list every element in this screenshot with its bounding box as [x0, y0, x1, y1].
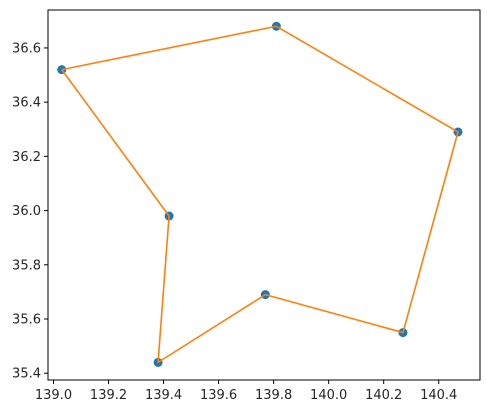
y-tick-label: 36.4	[12, 96, 41, 111]
x-tick-label: 139.0	[35, 388, 72, 403]
y-axis: 35.4 35.6 35.8 36.0 36.2 36.4 36.6	[12, 41, 48, 382]
x-axis: 139.0 139.2 139.4 139.6 139.8 140.0 140.2 140.4	[35, 380, 457, 403]
x-tick-label: 140.0	[310, 388, 347, 403]
plot-frame	[47, 9, 481, 381]
y-tick-label: 36.0	[12, 204, 41, 219]
plot-area	[57, 21, 463, 367]
route-line	[61, 25, 459, 364]
x-tick-label: 140.4	[420, 388, 457, 403]
y-tick-label: 35.6	[12, 313, 41, 328]
x-tick-label: 139.4	[145, 388, 182, 403]
y-tick-label: 35.8	[12, 258, 41, 273]
y-tick-label: 36.6	[12, 41, 41, 56]
x-tick-label: 139.2	[90, 388, 127, 403]
y-tick-label: 35.4	[12, 367, 41, 382]
y-tick-label: 36.2	[12, 150, 41, 165]
x-tick-label: 139.8	[255, 388, 292, 403]
x-tick-label: 140.2	[365, 388, 402, 403]
x-tick-label: 139.6	[200, 388, 237, 403]
